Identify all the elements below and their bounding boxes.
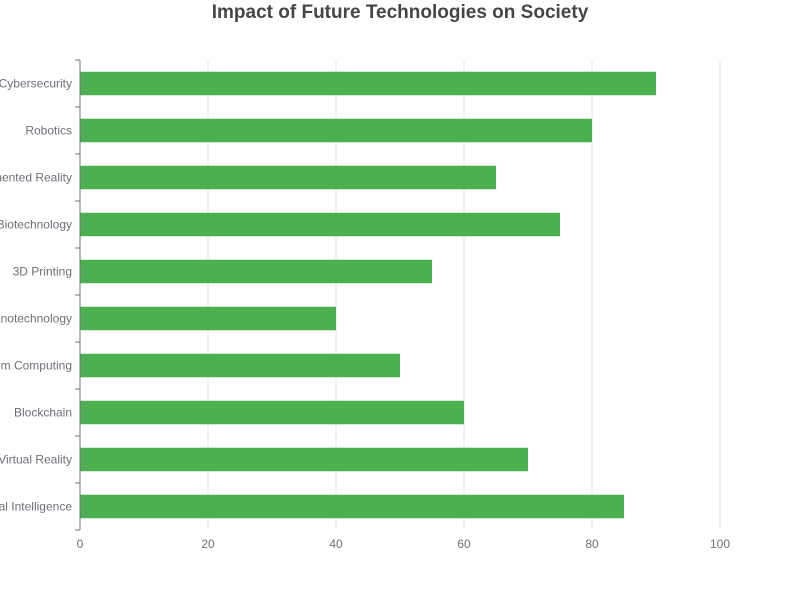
x-tick-label: 80: [585, 537, 599, 551]
bar: [80, 118, 592, 143]
bar: [80, 353, 400, 378]
x-tick-label: 60: [457, 537, 471, 551]
x-tick-label: 20: [201, 537, 215, 551]
category-label: Artificial Intelligence: [0, 500, 72, 514]
category-label: Biotechnology: [0, 218, 72, 232]
bar: [80, 71, 656, 96]
chart-title: Impact of Future Technologies on Society: [211, 2, 589, 23]
category-label: Robotics: [25, 124, 72, 138]
category-label: Blockchain: [14, 406, 72, 420]
x-tick-label: 40: [329, 537, 343, 551]
x-tick-label: 100: [710, 537, 730, 551]
bar: [80, 259, 432, 284]
category-label: 3D Printing: [13, 265, 72, 279]
bar: [80, 212, 560, 237]
x-tick-label: 0: [77, 537, 84, 551]
category-label: Augmented Reality: [0, 171, 72, 185]
category-label: Virtual Reality: [0, 453, 72, 467]
category-label: Cybersecurity: [0, 77, 72, 91]
bar: [80, 400, 464, 425]
axis-labels: 0 20 40 60 80 100 Cybersecurity Robotics Augment…: [0, 77, 730, 552]
category-label: Quantum Computing: [0, 359, 72, 373]
bar: [80, 494, 624, 519]
bar: [80, 447, 528, 472]
bars: [80, 71, 656, 519]
bar: [80, 306, 336, 331]
category-label: Nanotechnology: [0, 312, 72, 326]
bar: [80, 165, 496, 190]
axes: [75, 59, 81, 531]
